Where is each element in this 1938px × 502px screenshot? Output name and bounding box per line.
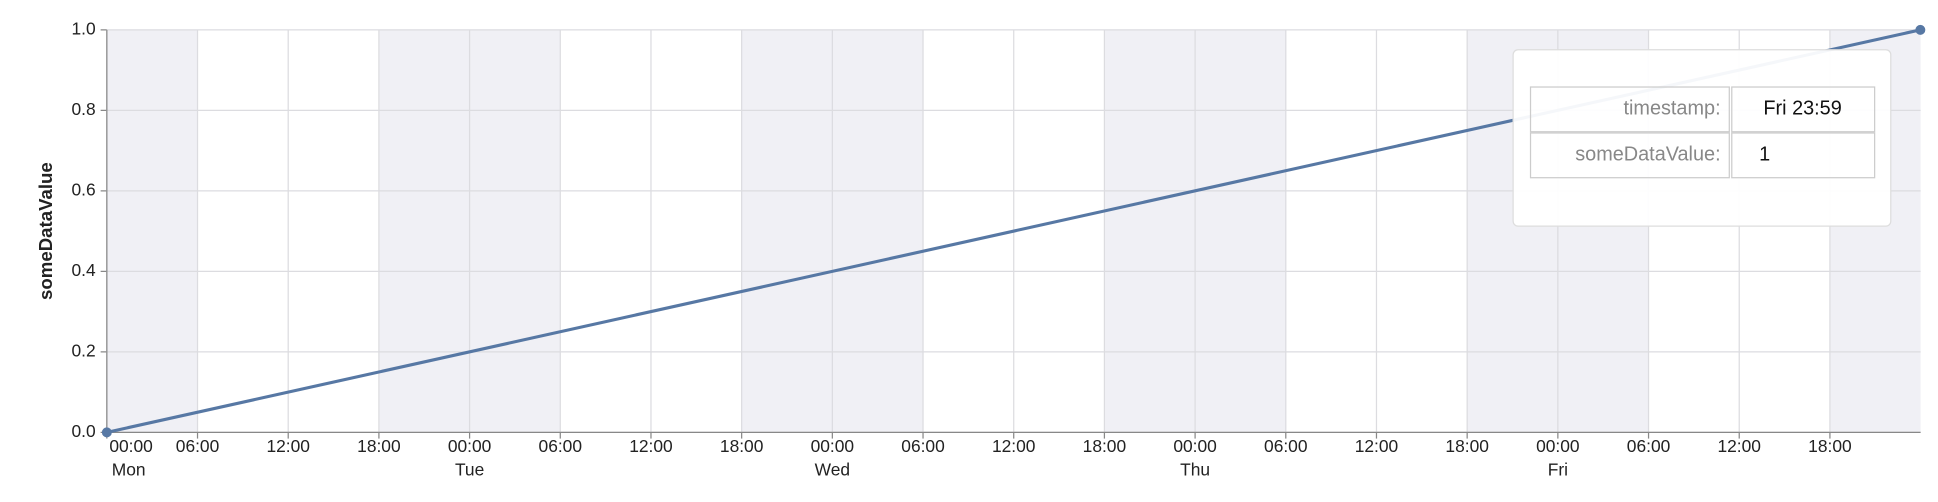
day-label: Mon [112, 459, 146, 479]
y-tick-label: 0.2 [72, 340, 96, 360]
tooltip-value-cell [1731, 132, 1876, 179]
tooltip-key: someDataValue: [1575, 144, 1720, 166]
tooltip-key-cell [1529, 132, 1730, 179]
x-tick-label: 12:00 [992, 436, 1035, 456]
tooltip-key: timestamp: [1623, 98, 1720, 120]
x-tick-label: 18:00 [1808, 436, 1851, 456]
x-tick-label: 18:00 [1445, 436, 1488, 456]
x-tick-label: 06:00 [539, 436, 582, 456]
x-tick-label: 00:00 [811, 436, 854, 456]
point [101, 427, 112, 438]
x-tick-label: 00:00 [109, 436, 152, 456]
x-tick-label: 18:00 [720, 436, 763, 456]
night-band [106, 29, 198, 433]
x-tick-label: 12:00 [1717, 436, 1760, 456]
x-tick-label: 18:00 [357, 436, 400, 456]
x-tick-label: 06:00 [1264, 436, 1307, 456]
x-tick-label: 00:00 [448, 436, 491, 456]
y-axis-title: someDataValue [35, 162, 56, 300]
y-tick-label: 0.0 [72, 421, 96, 441]
y-tick-label: 0.6 [72, 179, 96, 199]
day-label: Thu [1180, 459, 1210, 479]
tooltip: timestamp: Fri 23:59 someDataValue: 1 [1512, 49, 1892, 227]
x-tick-label: 06:00 [1627, 436, 1670, 456]
x-tick-label: 12:00 [266, 436, 309, 456]
x-tick-label: 06:00 [176, 436, 219, 456]
x-tick-label: 12:00 [629, 436, 672, 456]
x-tick-label: 12:00 [1355, 436, 1398, 456]
x-tick-label: 00:00 [1536, 436, 1579, 456]
tooltip-value: 1 [1759, 144, 1770, 166]
x-tick-label: 18:00 [1083, 436, 1126, 456]
day-label: Wed [815, 459, 850, 479]
x-tick-label: 06:00 [901, 436, 944, 456]
point [1915, 24, 1926, 35]
y-tick-label: 0.8 [72, 99, 96, 119]
x-tick-label: 00:00 [1173, 436, 1216, 456]
y-tick-label: 0.4 [72, 260, 96, 280]
day-label: Fri [1548, 459, 1568, 479]
tooltip-box [1512, 49, 1892, 227]
tooltip-key-cell [1529, 86, 1730, 133]
tooltip-value: Fri 23:59 [1763, 98, 1841, 120]
tooltip-value-cell [1731, 86, 1876, 133]
y-tick-label: 1.0 [72, 18, 96, 38]
day-label: Tue [455, 459, 484, 479]
